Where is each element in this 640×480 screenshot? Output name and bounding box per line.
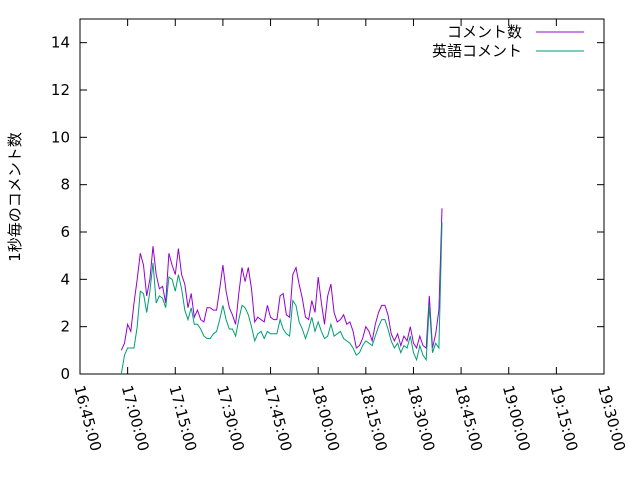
series-line-2 bbox=[120, 222, 443, 375]
x-tick-label: 19:00:00 bbox=[499, 383, 534, 453]
axis-ticks: 0 2 4 6 8 10 12 14 16:45:00 17:00:00 17:15:00 17:30… bbox=[51, 19, 629, 453]
y-tick-label: 12 bbox=[51, 81, 70, 99]
y-tick-label: 8 bbox=[60, 176, 70, 194]
legend-label-1: コメント数 bbox=[447, 23, 522, 41]
legend-label-2: 英語コメント bbox=[432, 42, 522, 60]
x-tick-label: 17:45:00 bbox=[261, 383, 296, 453]
x-tick-label: 17:30:00 bbox=[213, 383, 248, 453]
series-line-1 bbox=[120, 208, 443, 351]
y-tick-label: 4 bbox=[60, 270, 70, 288]
plot-frame bbox=[79, 18, 605, 375]
y-axis-label: 1秒毎のコメント数 bbox=[6, 132, 24, 262]
x-tick-label: 18:15:00 bbox=[356, 383, 391, 453]
x-tick-label: 19:15:00 bbox=[546, 383, 581, 453]
x-tick-label: 16:45:00 bbox=[70, 383, 105, 453]
y-tick-label: 6 bbox=[60, 223, 70, 241]
x-tick-label: 18:30:00 bbox=[404, 383, 439, 453]
x-tick-label: 18:45:00 bbox=[451, 383, 486, 453]
y-tick-label: 14 bbox=[51, 34, 70, 52]
y-tick-label: 2 bbox=[60, 318, 70, 336]
series-layer bbox=[120, 208, 443, 375]
x-tick-label: 18:00:00 bbox=[308, 383, 343, 453]
x-tick-label: 19:30:00 bbox=[594, 383, 629, 453]
y-tick-label: 10 bbox=[51, 128, 70, 146]
y-tick-label: 0 bbox=[60, 365, 70, 383]
x-tick-label: 17:00:00 bbox=[118, 383, 153, 453]
x-tick-label: 17:15:00 bbox=[165, 383, 200, 453]
